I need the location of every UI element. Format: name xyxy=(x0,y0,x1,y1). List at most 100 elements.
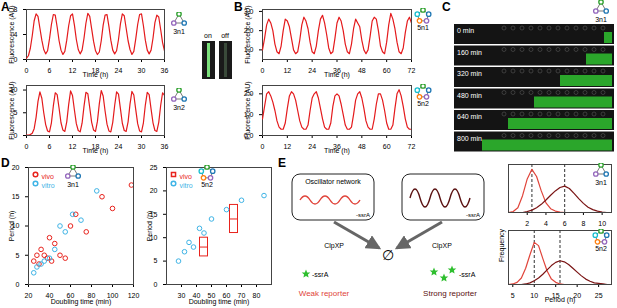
svg-text:6: 6 xyxy=(48,67,52,74)
svg-text:10: 10 xyxy=(530,292,538,299)
svg-text:72: 72 xyxy=(408,143,416,150)
svg-text:8: 8 xyxy=(581,220,585,227)
html-text:A: A xyxy=(1,0,10,14)
svg-text:0: 0 xyxy=(154,281,158,288)
svg-text:25: 25 xyxy=(595,292,603,299)
svg-text:Period (h): Period (h) xyxy=(8,211,16,242)
svg-text:30: 30 xyxy=(178,292,186,299)
svg-text:60: 60 xyxy=(66,292,75,300)
svg-text:160 min: 160 min xyxy=(457,49,482,56)
svg-text:36: 36 xyxy=(161,143,169,150)
svg-text:0: 0 xyxy=(25,143,29,150)
svg-text:60: 60 xyxy=(383,143,391,150)
svg-text:24: 24 xyxy=(115,143,123,150)
svg-text:Oscillator network: Oscillator network xyxy=(305,178,361,185)
svg-text:20: 20 xyxy=(150,187,158,194)
svg-text:24: 24 xyxy=(308,143,316,150)
svg-text:Weak reporter: Weak reporter xyxy=(299,289,350,298)
svg-text:24: 24 xyxy=(308,67,316,74)
svg-text:vivo: vivo xyxy=(180,173,193,180)
svg-text:6: 6 xyxy=(48,143,52,150)
svg-text:Period (h): Period (h) xyxy=(545,296,576,304)
svg-text:30: 30 xyxy=(138,67,146,74)
svg-text:off: off xyxy=(221,32,229,39)
svg-text:Period (h): Period (h) xyxy=(146,211,154,242)
svg-text:vivo: vivo xyxy=(42,173,55,180)
svg-text:Time (h): Time (h) xyxy=(83,71,109,79)
svg-text:0 min: 0 min xyxy=(457,27,474,34)
svg-text:Fluorescence (AU): Fluorescence (AU) xyxy=(244,81,252,139)
svg-text:5: 5 xyxy=(154,257,158,264)
svg-text:Fluorescence (AU): Fluorescence (AU) xyxy=(8,81,16,139)
svg-text:12: 12 xyxy=(69,143,77,150)
svg-text:2: 2 xyxy=(525,220,529,227)
svg-text:vitro: vitro xyxy=(42,182,55,189)
svg-text:48: 48 xyxy=(358,143,366,150)
svg-text:320 min: 320 min xyxy=(457,70,482,77)
svg-text:80: 80 xyxy=(87,292,96,300)
svg-text:Doubling time (min): Doubling time (min) xyxy=(51,298,112,306)
html-text:E: E xyxy=(278,156,286,170)
svg-text:50: 50 xyxy=(207,292,216,300)
html-text:B: B xyxy=(234,0,243,14)
svg-text:10: 10 xyxy=(149,233,158,241)
html-text:5n2: 5n2 xyxy=(417,100,429,107)
svg-text:0: 0 xyxy=(25,67,29,74)
svg-text:60: 60 xyxy=(383,67,391,74)
svg-text:40: 40 xyxy=(45,292,54,300)
svg-text:70: 70 xyxy=(237,292,246,300)
svg-text:20: 20 xyxy=(573,292,582,300)
svg-text:10: 10 xyxy=(598,220,606,227)
svg-text:480 min: 480 min xyxy=(457,92,482,99)
svg-text:80: 80 xyxy=(253,292,261,299)
svg-text:25: 25 xyxy=(150,164,158,171)
svg-text:48: 48 xyxy=(358,67,366,74)
svg-text:ClpXP: ClpXP xyxy=(324,242,344,250)
svg-text:0: 0 xyxy=(261,67,265,74)
svg-text:20: 20 xyxy=(12,164,20,171)
svg-text:Time (h): Time (h) xyxy=(324,71,350,79)
svg-text:Time (h): Time (h) xyxy=(83,147,109,155)
svg-text:120: 120 xyxy=(128,292,140,299)
svg-text:20: 20 xyxy=(25,292,33,299)
svg-text:Strong reporter: Strong reporter xyxy=(423,289,477,298)
svg-text:Doubling time (min): Doubling time (min) xyxy=(189,298,250,306)
svg-text:800 min: 800 min xyxy=(457,135,482,142)
svg-text:5: 5 xyxy=(16,251,20,258)
svg-text:0: 0 xyxy=(16,281,20,288)
svg-text:15: 15 xyxy=(149,210,158,218)
svg-text:on: on xyxy=(204,32,212,39)
svg-text:72: 72 xyxy=(408,67,416,74)
svg-text:24: 24 xyxy=(115,67,123,74)
svg-text:12: 12 xyxy=(69,67,77,74)
svg-text:6: 6 xyxy=(563,220,567,227)
svg-text:10: 10 xyxy=(11,222,20,230)
svg-text:4: 4 xyxy=(544,220,548,227)
svg-text:Fluorescence (AU): Fluorescence (AU) xyxy=(8,5,16,63)
html-text:C: C xyxy=(442,0,451,14)
svg-text:-ssrA: -ssrA xyxy=(466,212,480,218)
svg-text:∅: ∅ xyxy=(382,247,394,263)
svg-text:vitro: vitro xyxy=(180,182,193,189)
svg-text:60: 60 xyxy=(222,292,231,300)
svg-text:0: 0 xyxy=(261,143,265,150)
svg-text:Time (h): Time (h) xyxy=(324,147,350,155)
svg-text:-ssrA: -ssrA xyxy=(356,212,370,218)
svg-text:-ssrA: -ssrA xyxy=(459,271,476,278)
html-text:5n1: 5n1 xyxy=(417,24,429,31)
svg-text:100: 100 xyxy=(106,292,119,300)
svg-text:5: 5 xyxy=(511,292,515,299)
svg-text:15: 15 xyxy=(12,193,20,200)
svg-text:ClpXP: ClpXP xyxy=(432,242,452,250)
html-text:D: D xyxy=(1,156,10,170)
svg-text:Fluorescence (AU): Fluorescence (AU) xyxy=(244,5,252,63)
html-text:3n2: 3n2 xyxy=(173,104,185,111)
html-text:3n1: 3n1 xyxy=(173,28,185,35)
svg-text:12: 12 xyxy=(283,67,291,74)
svg-text:40: 40 xyxy=(192,292,201,300)
svg-text:36: 36 xyxy=(161,67,169,74)
svg-text:12: 12 xyxy=(283,143,291,150)
svg-text:30: 30 xyxy=(138,143,146,150)
svg-text:640 min: 640 min xyxy=(457,113,482,120)
svg-text:-ssrA: -ssrA xyxy=(312,271,329,278)
